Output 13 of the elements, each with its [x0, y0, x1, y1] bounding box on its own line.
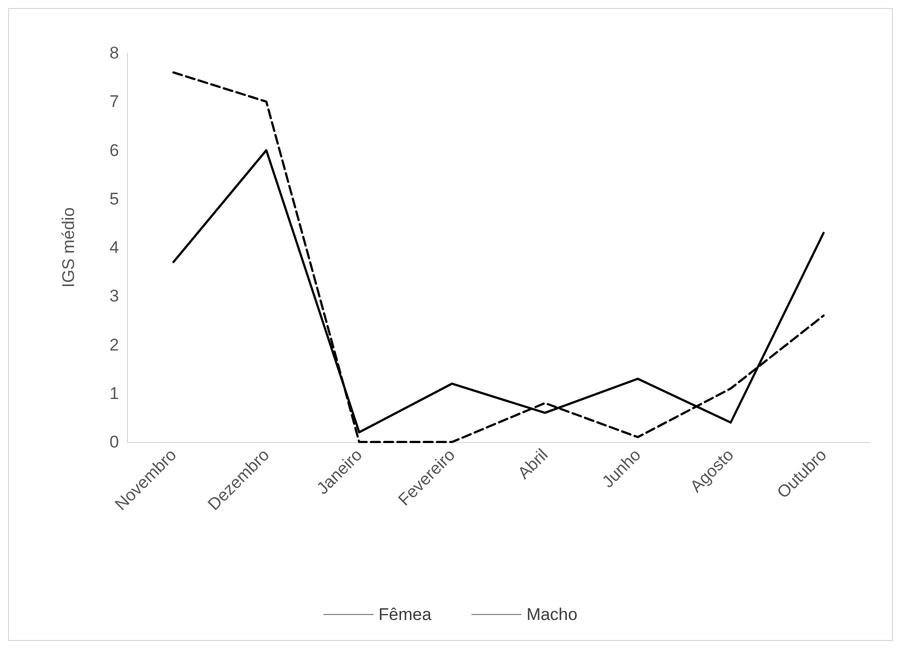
y-tick-label: 3	[110, 286, 119, 306]
y-tick-label: 5	[110, 189, 119, 208]
y-tick-label: 2	[110, 335, 119, 354]
y-tick-label: 6	[110, 140, 119, 160]
y-tick-label: 7	[110, 92, 119, 112]
y-axis-title: IGS médio	[59, 207, 78, 288]
line-series	[172, 71, 825, 444]
y-tick-label: 8	[110, 44, 119, 62]
legend-label: Macho	[526, 605, 578, 624]
legend-label: Fêmea	[378, 605, 432, 624]
y-tick-label: 1	[110, 384, 119, 403]
y-tick-label: 4	[110, 238, 119, 257]
y-tick-label: 0	[110, 432, 119, 452]
